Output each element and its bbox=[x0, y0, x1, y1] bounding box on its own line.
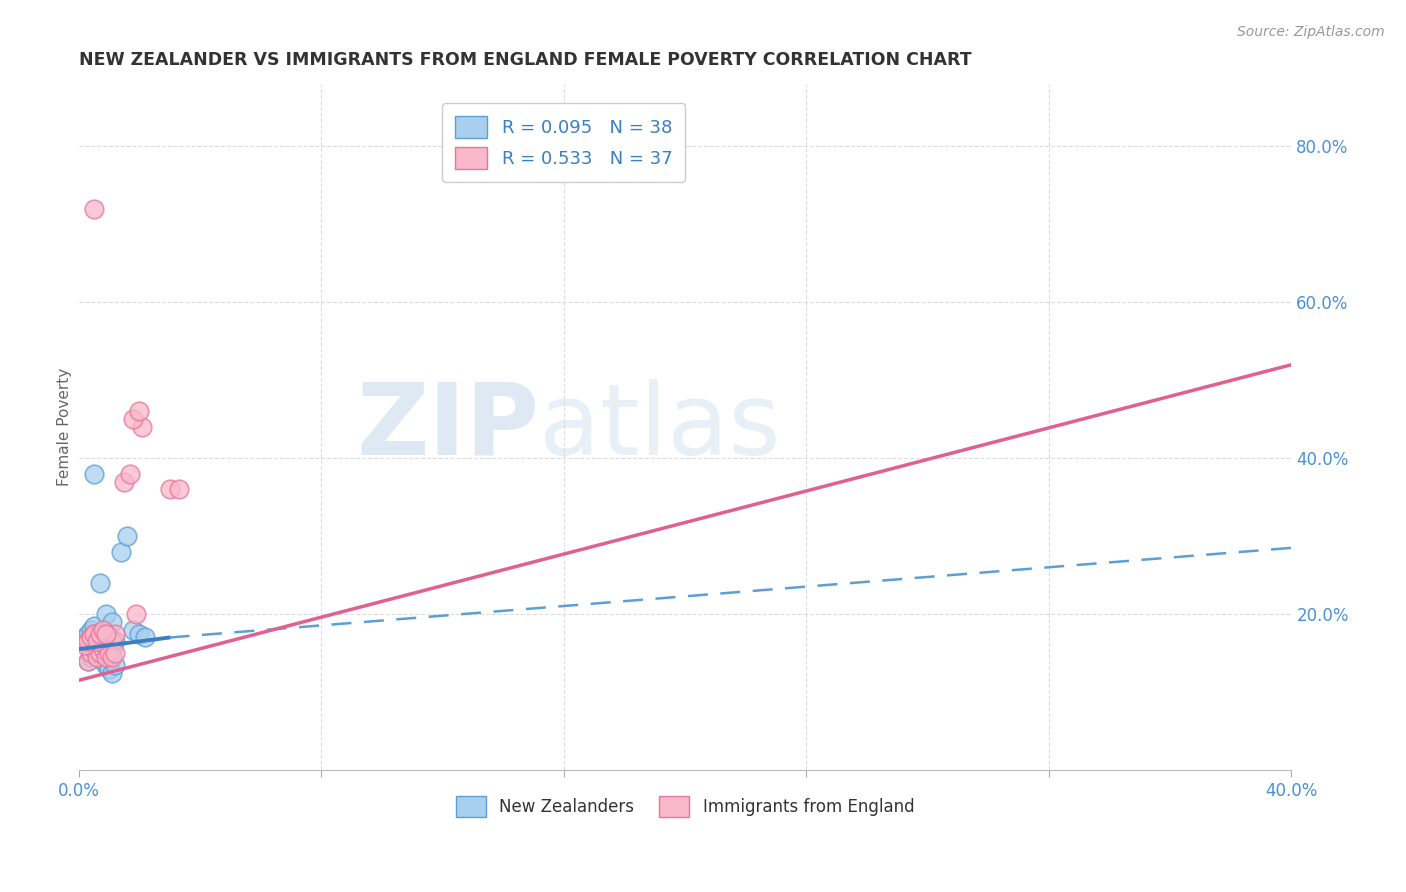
Point bbox=[86, 650, 108, 665]
Point bbox=[101, 665, 124, 680]
Text: Source: ZipAtlas.com: Source: ZipAtlas.com bbox=[1237, 25, 1385, 39]
Point bbox=[94, 634, 117, 648]
Point bbox=[89, 631, 111, 645]
Text: atlas: atlas bbox=[540, 378, 782, 475]
Point bbox=[83, 619, 105, 633]
Point bbox=[76, 654, 98, 668]
Point bbox=[104, 634, 127, 648]
Point bbox=[94, 638, 117, 652]
Point bbox=[101, 650, 124, 665]
Point bbox=[76, 626, 98, 640]
Point bbox=[104, 646, 127, 660]
Point bbox=[83, 202, 105, 216]
Point bbox=[131, 420, 153, 434]
Point bbox=[76, 634, 98, 648]
Point bbox=[97, 662, 120, 676]
Point bbox=[94, 607, 117, 621]
Point bbox=[112, 475, 135, 489]
Point bbox=[104, 657, 127, 672]
Point bbox=[91, 626, 114, 640]
Point bbox=[86, 626, 108, 640]
Point bbox=[76, 654, 98, 668]
Point bbox=[120, 467, 142, 481]
Point bbox=[89, 576, 111, 591]
Point bbox=[83, 626, 105, 640]
Point bbox=[91, 654, 114, 668]
Point bbox=[110, 545, 132, 559]
Point bbox=[97, 646, 120, 660]
Point bbox=[89, 646, 111, 660]
Point bbox=[94, 638, 117, 652]
Point bbox=[101, 642, 124, 657]
Point bbox=[94, 657, 117, 672]
Point bbox=[86, 634, 108, 648]
Y-axis label: Female Poverty: Female Poverty bbox=[58, 368, 72, 486]
Point bbox=[101, 615, 124, 629]
Point bbox=[94, 626, 117, 640]
Point bbox=[128, 404, 150, 418]
Point bbox=[80, 646, 103, 660]
Point bbox=[83, 626, 105, 640]
Point bbox=[101, 634, 124, 648]
Point bbox=[76, 638, 98, 652]
Text: ZIP: ZIP bbox=[357, 378, 540, 475]
Point bbox=[89, 631, 111, 645]
Point bbox=[115, 529, 138, 543]
Point bbox=[86, 634, 108, 648]
Point bbox=[159, 483, 181, 497]
Point bbox=[97, 631, 120, 645]
Point bbox=[83, 626, 105, 640]
Point bbox=[91, 634, 114, 648]
Point bbox=[89, 650, 111, 665]
Point bbox=[104, 626, 127, 640]
Point bbox=[83, 646, 105, 660]
Legend: New Zealanders, Immigrants from England: New Zealanders, Immigrants from England bbox=[449, 789, 921, 823]
Point bbox=[122, 623, 145, 637]
Point bbox=[97, 626, 120, 640]
Point bbox=[125, 607, 148, 621]
Point bbox=[80, 650, 103, 665]
Point bbox=[134, 631, 156, 645]
Point bbox=[80, 623, 103, 637]
Point bbox=[94, 650, 117, 665]
Point bbox=[76, 634, 98, 648]
Point bbox=[80, 631, 103, 645]
Point bbox=[80, 631, 103, 645]
Point bbox=[73, 631, 96, 645]
Text: NEW ZEALANDER VS IMMIGRANTS FROM ENGLAND FEMALE POVERTY CORRELATION CHART: NEW ZEALANDER VS IMMIGRANTS FROM ENGLAND… bbox=[79, 51, 972, 69]
Point bbox=[167, 483, 190, 497]
Point bbox=[122, 412, 145, 426]
Point bbox=[91, 623, 114, 637]
Point bbox=[89, 626, 111, 640]
Point bbox=[89, 631, 111, 645]
Point bbox=[86, 642, 108, 657]
Point bbox=[80, 642, 103, 657]
Point bbox=[83, 642, 105, 657]
Point bbox=[91, 642, 114, 657]
Point bbox=[91, 638, 114, 652]
Point bbox=[83, 467, 105, 481]
Point bbox=[73, 638, 96, 652]
Point bbox=[97, 631, 120, 645]
Point bbox=[86, 634, 108, 648]
Point bbox=[128, 626, 150, 640]
